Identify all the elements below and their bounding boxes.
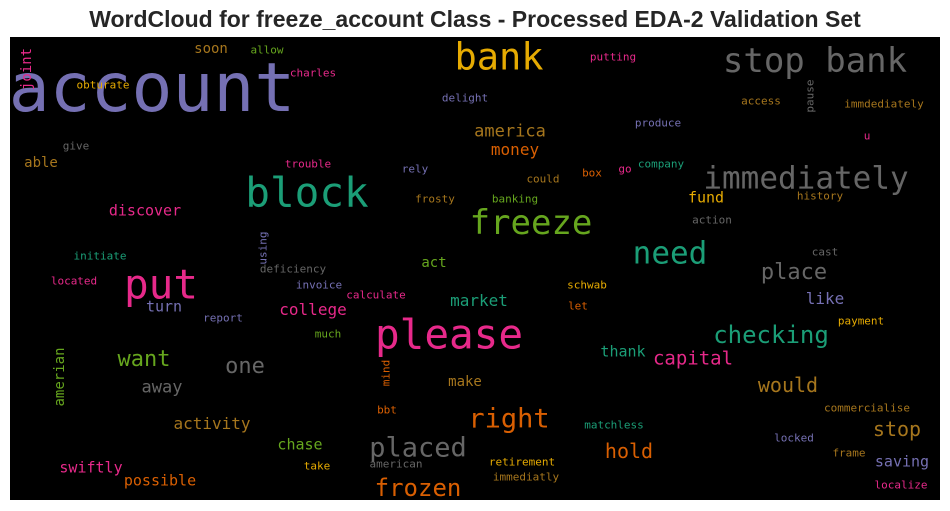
word-away: away [141,377,183,398]
word-money: money [490,140,540,159]
word-frosty: frosty [415,192,455,206]
word-account: account [10,49,296,128]
word-chase: chase [277,435,323,454]
word-like: like [805,289,845,308]
word-immediately: immediately [703,160,909,197]
word-place: place [760,260,828,285]
word-deficiency: deficiency [259,262,327,276]
word-retirement: retirement [488,455,556,469]
word-could: could [526,172,560,186]
word-activity: activity [173,414,251,433]
word-able: able [24,155,58,171]
word-much: much [314,327,342,341]
word-allow: allow [250,43,284,57]
word-want: want [117,347,171,372]
word-right: right [468,403,550,435]
word-bbt: bbt [377,403,397,417]
word-hold: hold [604,439,654,463]
word-using: using [256,231,270,265]
word-immediatly: immediatly [492,470,560,484]
word-delight: delight [441,91,489,105]
word-america: america [474,121,546,142]
word-mind: mind [379,359,393,387]
word-take: take [303,459,331,473]
word-please: please [374,310,524,359]
word-matchless: matchless [584,418,644,432]
word-college: college [279,300,347,319]
word-immdediately: immdediately [844,97,924,111]
word-placed: placed [369,432,467,464]
word-let: let [568,299,588,313]
word-history: history [796,189,844,203]
word-act: act [421,255,447,271]
word-one: one [225,354,265,379]
word-need: need [632,235,708,272]
word-would: would [757,373,819,397]
word-produce: produce [634,116,682,130]
word-possible: possible [123,471,197,490]
word-saving: saving [874,452,930,471]
word-charles: charles [289,66,337,80]
word-swiftly: swiftly [59,458,123,477]
word-fund: fund [687,188,725,207]
word-give: give [62,139,90,153]
word-turn: turn [145,297,183,316]
word-located: located [50,274,98,288]
word-company: company [637,157,685,171]
word-schwab: schwab [567,278,607,292]
word-banking: banking [491,192,539,206]
word-rely: rely [401,162,429,176]
word-discover: discover [108,201,182,220]
chart-title: WordCloud for freeze_account Class - Pro… [89,6,861,32]
word-u: u [863,129,871,143]
word-freeze: freeze [469,203,593,243]
word-obturate: obturate [76,78,130,92]
word-soon: soon [194,41,228,57]
word-calculate: calculate [346,288,406,302]
word-pause: pause [803,79,817,113]
word-go: go [618,162,632,176]
word-capital: capital [652,347,734,370]
word-cloud: account please bank block stop bank put freeze… [10,37,940,500]
word-amerian: amerian [52,347,68,407]
word-box: box [582,166,602,180]
word-stop: stop [872,417,922,441]
word-frame: frame [832,446,866,460]
word-frozen: frozen [374,474,462,500]
word-locked: locked [774,431,814,445]
word-market: market [450,291,508,310]
word-localize: localize [874,478,928,492]
word-commercialise: commercialise [823,401,911,415]
word-action: action [692,213,732,227]
word-make: make [448,374,482,390]
word-putting: putting [589,50,637,64]
word-report: report [203,311,243,325]
word-block: block [245,168,369,217]
word-cast: cast [811,245,839,259]
word-thank: thank [600,342,646,361]
word-payment: payment [837,314,885,328]
word-put: put [123,260,199,309]
word-stop-bank: stop bank [722,41,908,81]
word-bank: bank [454,37,544,79]
word-checking: checking [713,321,829,349]
word-american: american [369,457,423,471]
word-trouble: trouble [284,157,332,171]
word-joint: joint [19,47,35,91]
word-initiate: initiate [73,249,127,263]
word-invoice: invoice [295,278,343,292]
word-access: access [741,94,781,108]
